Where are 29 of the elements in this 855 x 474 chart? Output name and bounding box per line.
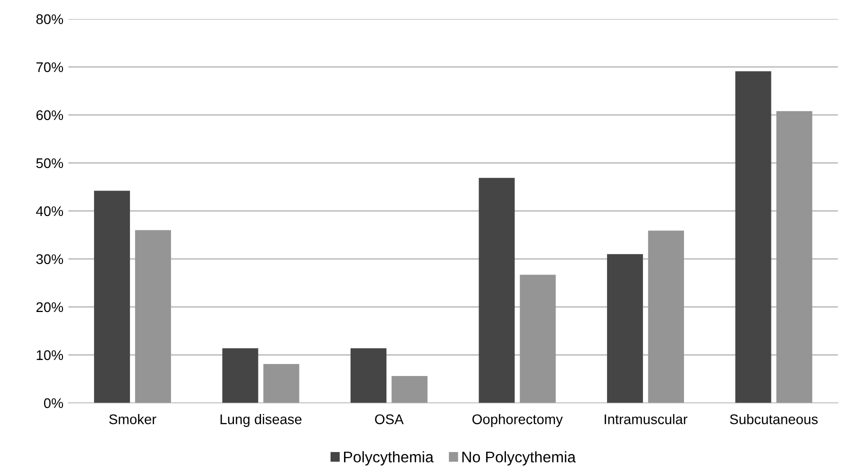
- y-tick-label: 50%: [36, 158, 64, 168]
- legend-label: No Polycythemia: [462, 451, 576, 466]
- bar: [478, 178, 515, 403]
- bar: [607, 254, 643, 403]
- legend-label: Polycythemia: [344, 451, 434, 466]
- y-tick-label: 40%: [36, 206, 64, 216]
- x-tick-label: OSA: [375, 414, 404, 424]
- x-tick-label: Subcutaneous: [730, 414, 818, 424]
- bar: [392, 376, 428, 403]
- y-tick-label: 70%: [36, 62, 64, 72]
- y-tick-label: 80%: [36, 14, 64, 24]
- x-tick-label: Smoker: [109, 414, 156, 424]
- y-tick-label: 60%: [36, 110, 64, 120]
- y-tick-label: 30%: [36, 254, 64, 264]
- bar: [735, 71, 772, 403]
- x-tick-label: Oophorectomy: [472, 414, 563, 427]
- x-tick-label: Intramuscular: [604, 414, 688, 424]
- bar: [135, 230, 171, 403]
- bar: [222, 348, 258, 403]
- bar: [520, 274, 556, 403]
- bar: [94, 190, 130, 403]
- y-tick-label: 0%: [44, 398, 64, 408]
- bar: [350, 348, 386, 403]
- bar: [263, 364, 300, 403]
- bar: [648, 230, 684, 403]
- x-tick-label: Lung disease: [220, 414, 302, 427]
- y-tick-label: 20%: [36, 302, 64, 312]
- y-tick-label: 10%: [36, 350, 64, 360]
- bar: [776, 111, 812, 403]
